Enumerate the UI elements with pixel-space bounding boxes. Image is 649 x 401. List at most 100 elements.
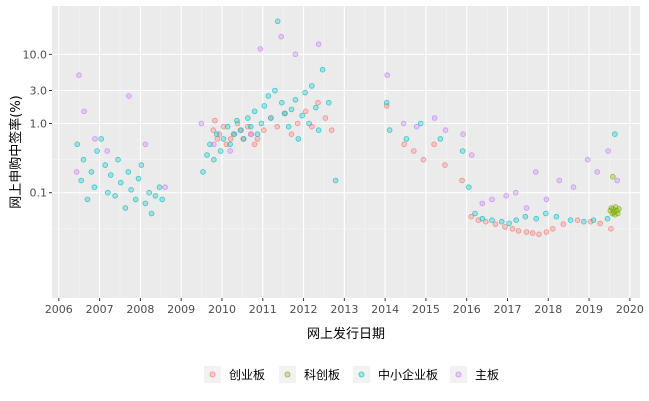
data-point xyxy=(597,220,603,227)
data-point xyxy=(410,148,417,154)
legend-key xyxy=(450,366,467,383)
data-point xyxy=(506,220,512,227)
data-point xyxy=(512,189,519,196)
data-point xyxy=(515,228,522,234)
data-point xyxy=(115,156,121,163)
data-point xyxy=(417,120,424,127)
x-axis-ticks: 2006 2007 2008 2009 2010 2011 2012 2013 2014 2015… xyxy=(45,298,644,316)
data-point xyxy=(212,117,218,124)
data-point xyxy=(489,196,495,203)
data-point xyxy=(413,123,420,130)
data-point xyxy=(523,229,530,235)
data-point xyxy=(248,131,255,138)
data-point xyxy=(135,175,142,182)
data-point xyxy=(468,213,475,220)
data-point xyxy=(609,173,616,180)
data-point xyxy=(294,120,301,127)
data-point xyxy=(580,218,587,225)
data-point xyxy=(142,200,149,207)
data-point xyxy=(274,123,281,130)
data-point xyxy=(102,162,108,168)
data-point xyxy=(315,127,322,133)
data-point xyxy=(148,210,155,217)
data-point xyxy=(247,123,254,130)
data-point xyxy=(384,72,391,78)
data-point xyxy=(265,93,272,99)
data-point xyxy=(325,99,332,106)
data-point xyxy=(315,41,322,47)
data-point xyxy=(245,123,251,130)
legend-key-symbol xyxy=(358,371,365,378)
data-point xyxy=(98,136,104,142)
data-point xyxy=(590,217,597,224)
y-axis-title: 网上申购中签率(%) xyxy=(8,95,24,209)
legend-key xyxy=(279,366,296,383)
data-point xyxy=(73,169,80,175)
data-point xyxy=(162,184,168,191)
data-point xyxy=(503,193,510,199)
data-point xyxy=(614,177,620,184)
data-point xyxy=(442,127,449,133)
legend-key xyxy=(204,366,221,383)
data-point xyxy=(465,184,472,191)
data-point xyxy=(328,127,335,133)
series-4 xyxy=(73,33,620,211)
data-point xyxy=(489,217,495,224)
y-tick-label: 1.0 xyxy=(30,118,48,131)
x-tick-label: 2020 xyxy=(616,303,644,316)
data-point xyxy=(132,196,139,203)
data-point xyxy=(258,120,265,127)
data-point xyxy=(460,131,466,138)
data-point xyxy=(204,152,210,158)
x-axis-title: 网上发行日期 xyxy=(307,326,385,342)
data-point xyxy=(437,136,444,142)
data-point xyxy=(207,141,213,148)
data-point xyxy=(216,131,223,138)
data-point xyxy=(278,33,285,40)
data-point xyxy=(104,148,110,154)
data-point xyxy=(570,184,577,191)
data-point xyxy=(492,221,499,228)
data-point xyxy=(122,205,129,211)
x-tick-label: 2017 xyxy=(493,303,521,316)
legend-label: 科创板 xyxy=(304,368,340,382)
data-point xyxy=(509,226,516,232)
data-point xyxy=(81,108,87,115)
data-point xyxy=(146,189,153,196)
x-tick-label: 2009 xyxy=(167,303,195,316)
data-point xyxy=(536,231,542,238)
data-point xyxy=(126,93,132,99)
data-point xyxy=(543,196,550,203)
legend-label: 主板 xyxy=(475,368,499,382)
data-point xyxy=(299,112,306,119)
data-point xyxy=(260,127,267,133)
data-point xyxy=(142,141,149,148)
data-point xyxy=(513,217,519,224)
data-point xyxy=(220,123,227,130)
data-point xyxy=(128,187,134,193)
data-point xyxy=(472,210,478,217)
data-point xyxy=(112,193,118,199)
data-point xyxy=(107,172,114,178)
data-point xyxy=(220,136,227,142)
data-point xyxy=(594,169,600,175)
data-point xyxy=(227,141,233,148)
data-point xyxy=(274,18,281,25)
data-point xyxy=(604,215,611,222)
data-point xyxy=(315,99,321,106)
data-point xyxy=(306,120,312,127)
data-point xyxy=(332,177,339,184)
x-tick-label: 2014 xyxy=(371,303,399,316)
data-point xyxy=(549,226,556,232)
data-point xyxy=(605,148,611,154)
data-point xyxy=(118,179,124,186)
legend-key-symbol xyxy=(455,371,462,378)
data-point xyxy=(431,141,437,148)
data-point xyxy=(292,97,299,103)
data-point xyxy=(251,141,258,148)
series-3 xyxy=(74,18,618,227)
data-point xyxy=(400,120,407,127)
data-point xyxy=(403,136,410,142)
data-point xyxy=(217,148,224,154)
